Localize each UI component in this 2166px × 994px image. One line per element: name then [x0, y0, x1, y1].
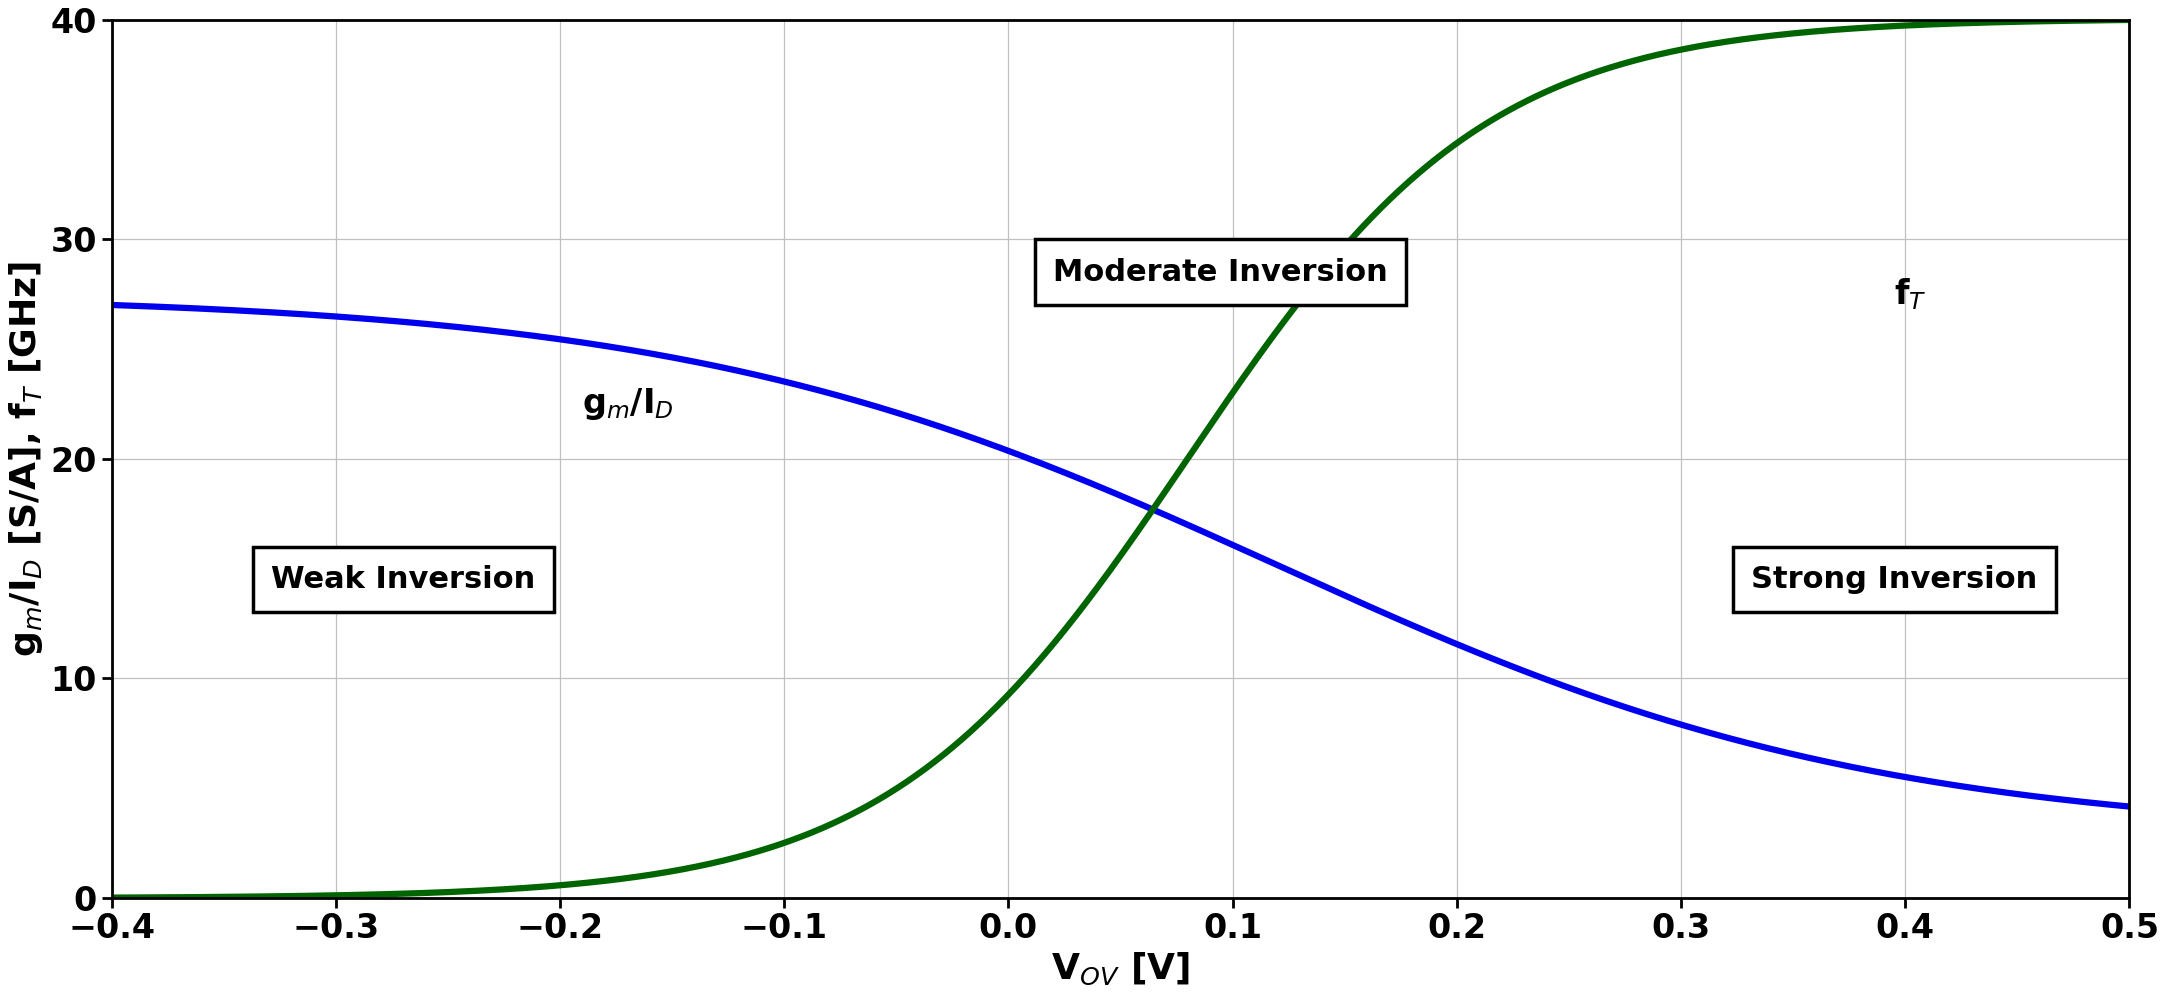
Text: g$_m$/I$_D$: g$_m$/I$_D$	[583, 386, 674, 421]
Text: Moderate Inversion: Moderate Inversion	[1053, 257, 1388, 287]
Y-axis label: g$_m$/I$_D$ [S/A], f$_T$ [GHz]: g$_m$/I$_D$ [S/A], f$_T$ [GHz]	[6, 260, 45, 657]
X-axis label: V$_{OV}$ [V]: V$_{OV}$ [V]	[1051, 950, 1189, 987]
Text: f$_T$: f$_T$	[1893, 276, 1928, 312]
Text: Strong Inversion: Strong Inversion	[1750, 565, 2038, 594]
Text: Weak Inversion: Weak Inversion	[271, 565, 535, 594]
